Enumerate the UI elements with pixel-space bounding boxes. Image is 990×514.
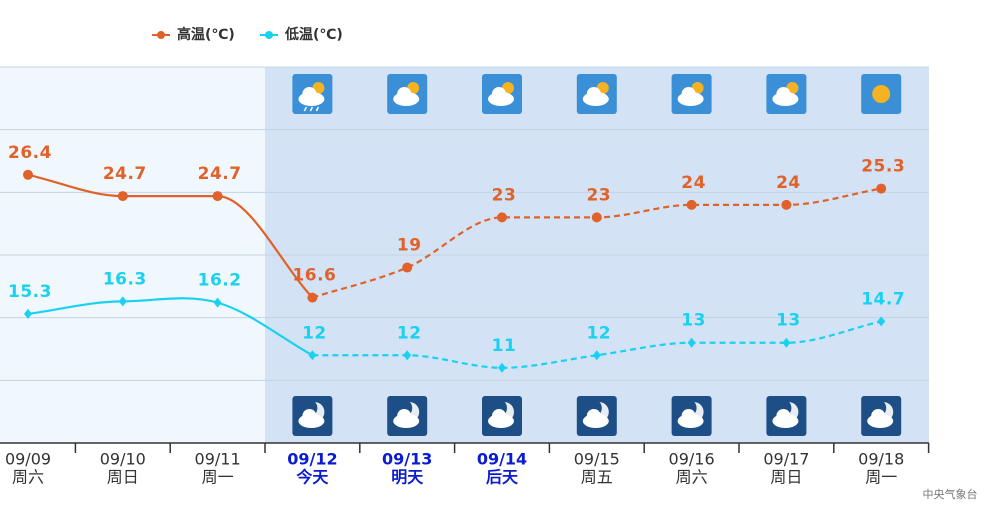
x-tick-label: 09/09 bbox=[5, 450, 51, 469]
cloud-top bbox=[492, 87, 506, 101]
cloud-top bbox=[492, 409, 506, 423]
data-label: 14.7 bbox=[861, 289, 905, 309]
day-icon bbox=[766, 74, 807, 114]
data-label: 11 bbox=[492, 336, 517, 356]
day-icon bbox=[292, 74, 333, 114]
point bbox=[117, 191, 128, 202]
weekday-label: 周六 bbox=[12, 468, 44, 487]
night-icon bbox=[387, 396, 428, 436]
point bbox=[686, 199, 697, 210]
night-icon bbox=[671, 396, 712, 436]
weekday-label: 后天 bbox=[486, 468, 519, 487]
cloud-top bbox=[681, 409, 696, 423]
series-line bbox=[27, 173, 314, 299]
data-label: 23 bbox=[492, 185, 517, 205]
data-label: 23 bbox=[586, 185, 611, 205]
night-icon bbox=[292, 396, 333, 436]
legend-label: 高温(℃) bbox=[177, 26, 235, 43]
night-icon bbox=[861, 396, 902, 436]
point bbox=[118, 296, 127, 307]
cloud-top bbox=[397, 409, 412, 423]
x-tick-label: 09/10 bbox=[100, 450, 146, 469]
night-icon bbox=[766, 396, 807, 436]
point bbox=[687, 337, 696, 348]
rain bbox=[303, 106, 308, 112]
series-line bbox=[27, 297, 313, 357]
weekday-label: 周五 bbox=[581, 468, 613, 487]
x-tick-label: 09/11 bbox=[195, 450, 241, 469]
point bbox=[876, 183, 887, 194]
data-label: 26.4 bbox=[8, 143, 52, 163]
cloud-top bbox=[871, 409, 886, 423]
point bbox=[213, 297, 222, 308]
cloud-top bbox=[302, 409, 317, 423]
weekday-label: 周一 bbox=[865, 468, 897, 487]
rain bbox=[309, 106, 314, 112]
data-label: 24.7 bbox=[198, 164, 242, 184]
x-tick-label: 09/18 bbox=[858, 450, 904, 469]
data-label: 13 bbox=[681, 311, 706, 331]
x-tick-label: 09/12 bbox=[287, 450, 337, 469]
cloud-top bbox=[586, 409, 601, 423]
cloud-top bbox=[586, 87, 601, 101]
data-label: 12 bbox=[586, 323, 611, 343]
point bbox=[23, 169, 33, 180]
cloud-top bbox=[302, 87, 317, 101]
point bbox=[782, 337, 791, 348]
point bbox=[781, 199, 792, 210]
sun bbox=[872, 85, 891, 103]
data-label: 12 bbox=[302, 323, 327, 343]
data-label: 16.3 bbox=[103, 269, 147, 289]
point bbox=[591, 212, 602, 223]
night-icon bbox=[482, 396, 522, 436]
x-tick-label: 09/14 bbox=[477, 450, 527, 469]
cloud-top bbox=[776, 409, 791, 423]
cloud-top bbox=[776, 87, 791, 101]
weekday-label: 今天 bbox=[295, 468, 329, 487]
point bbox=[497, 212, 507, 223]
day-icon bbox=[671, 74, 712, 114]
x-tick-label: 09/17 bbox=[763, 450, 809, 469]
data-label: 16.2 bbox=[198, 271, 242, 291]
night-icon bbox=[576, 396, 617, 436]
weekday-label: 周日 bbox=[107, 468, 139, 487]
point bbox=[308, 350, 317, 361]
data-label: 25.3 bbox=[861, 157, 905, 177]
data-label: 13 bbox=[776, 311, 801, 331]
data-label: 24 bbox=[681, 173, 706, 193]
data-label: 24.7 bbox=[103, 164, 147, 184]
cloud-top bbox=[397, 87, 412, 101]
weekday-label: 明天 bbox=[391, 468, 424, 487]
point bbox=[877, 316, 886, 327]
source: 中央气象台 bbox=[923, 487, 978, 501]
point bbox=[403, 350, 412, 361]
data-label: 16.6 bbox=[292, 266, 336, 286]
point bbox=[24, 308, 32, 319]
data-label: 24 bbox=[776, 173, 801, 193]
x-tick-label: 09/15 bbox=[574, 450, 620, 469]
day-icon bbox=[387, 74, 428, 114]
point bbox=[592, 350, 601, 361]
point bbox=[307, 292, 318, 303]
data-label: 12 bbox=[397, 323, 422, 343]
weekday-label: 周一 bbox=[202, 468, 234, 487]
point bbox=[212, 191, 223, 202]
legend-marker bbox=[265, 31, 273, 39]
day-icon bbox=[861, 74, 902, 114]
legend-label: 低温(℃) bbox=[284, 26, 343, 43]
legend-marker bbox=[157, 31, 165, 39]
point bbox=[498, 362, 506, 373]
rain bbox=[315, 106, 320, 112]
weekday-label: 周六 bbox=[676, 468, 708, 487]
x-tick-label: 09/13 bbox=[382, 450, 432, 469]
weekday-label: 周日 bbox=[770, 468, 802, 487]
point bbox=[402, 262, 413, 273]
day-icon bbox=[576, 74, 617, 114]
day-icon bbox=[482, 74, 522, 114]
data-label: 15.3 bbox=[8, 282, 52, 302]
data-label: 19 bbox=[397, 236, 422, 256]
x-tick-label: 09/16 bbox=[669, 450, 715, 469]
cloud-top bbox=[681, 87, 696, 101]
